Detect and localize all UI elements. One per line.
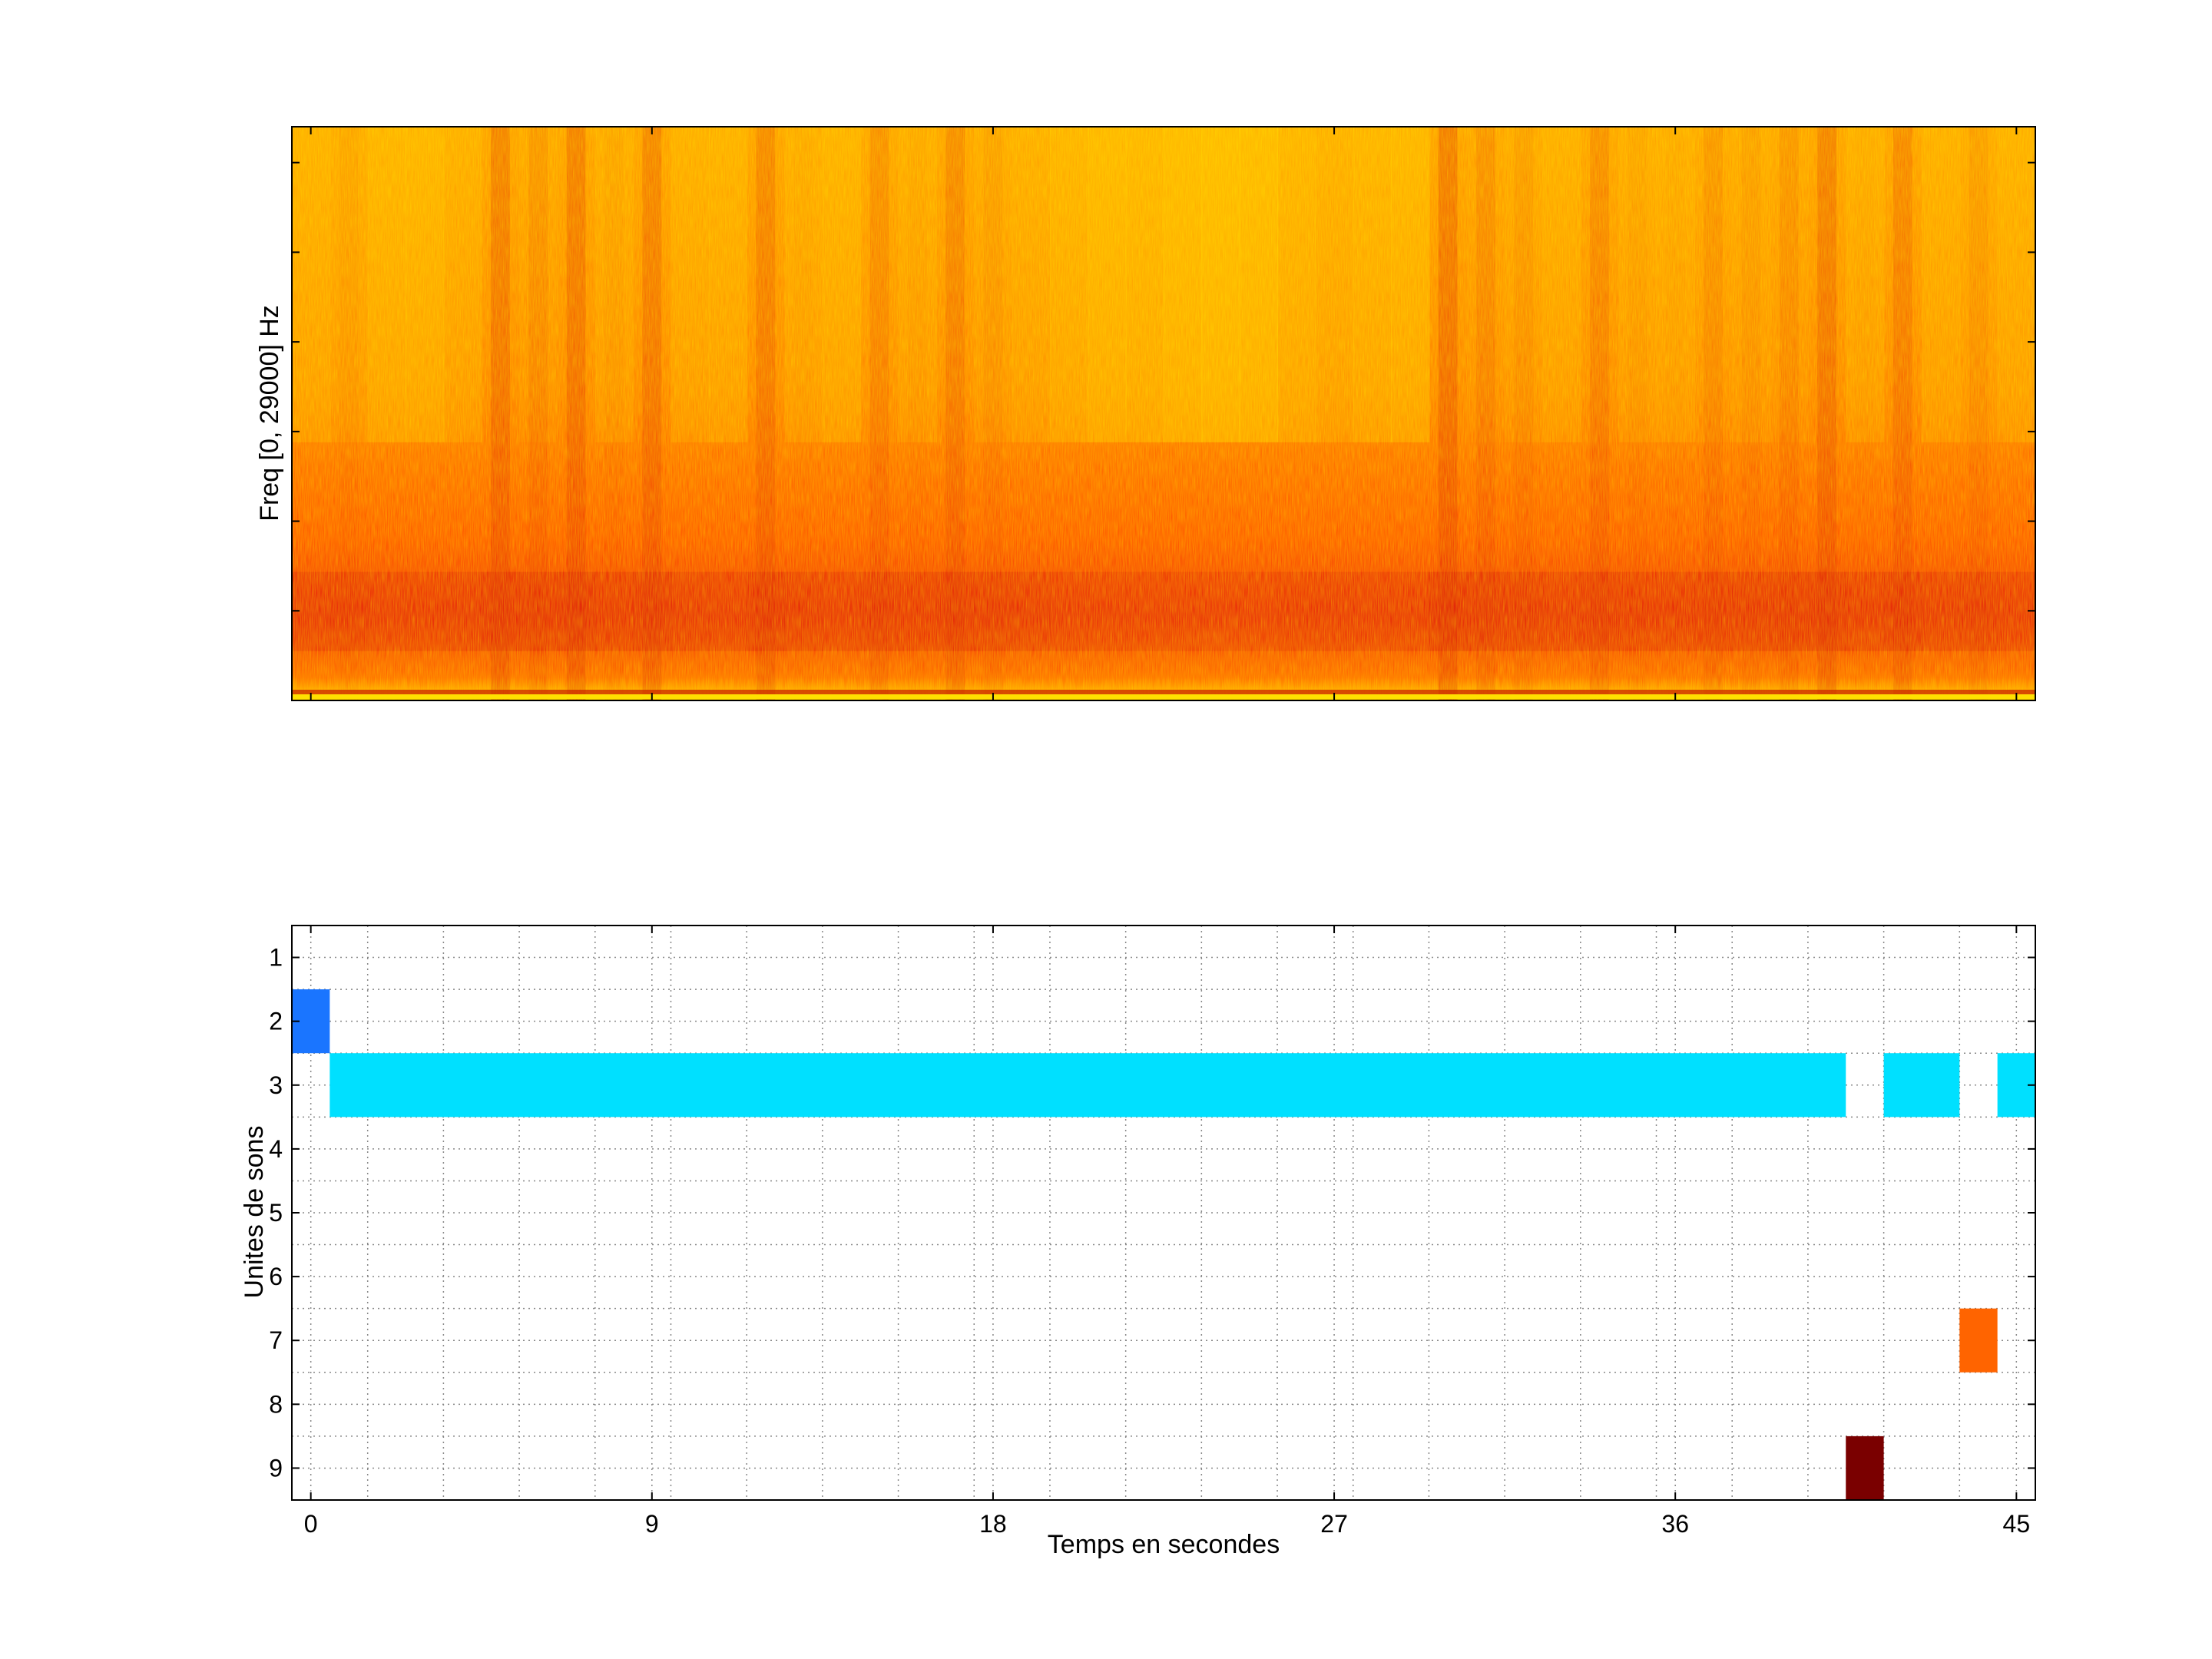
units-ytick-label: 4 — [269, 1135, 283, 1163]
units-xtick-label: 9 — [645, 1510, 659, 1538]
units-ytick-label: 9 — [269, 1454, 283, 1482]
units-cells — [292, 989, 2035, 1500]
units-ylabel: Unites de sons — [240, 1126, 269, 1299]
units-ytick-label: 7 — [269, 1326, 283, 1354]
units-ytick-label: 8 — [269, 1390, 283, 1418]
spectrogram-panel: Freq [0, 29000] Hz — [255, 126, 2036, 701]
units-xtick-label: 18 — [979, 1510, 1007, 1538]
unit-cell — [1846, 1435, 1884, 1500]
unit-cell — [1959, 1308, 1998, 1373]
units-xtick-label: 0 — [304, 1510, 318, 1538]
unit-cell — [1883, 1053, 1960, 1118]
spectrogram-ylabel: Freq [0, 29000] Hz — [255, 305, 284, 522]
units-xtick-label: 45 — [2003, 1510, 2031, 1538]
units-xtick-label: 27 — [1320, 1510, 1348, 1538]
units-ytick-label: 1 — [269, 944, 283, 972]
spectrogram-baseline-band — [292, 694, 2035, 699]
spectrogram-ticks — [292, 127, 2035, 701]
units-xlabel: Temps en secondes — [1048, 1530, 1280, 1559]
units-ytick-label: 3 — [269, 1071, 283, 1099]
units-ytick-label: 2 — [269, 1008, 283, 1035]
units-ytick-label: 6 — [269, 1263, 283, 1290]
spectrogram-bottom-band — [292, 690, 2035, 694]
units-ytick-label: 5 — [269, 1199, 283, 1227]
spectrogram-frame — [291, 126, 2036, 701]
unit-cell — [329, 1053, 1846, 1118]
spectrogram-grain — [292, 127, 2035, 700]
units-xtick-label: 36 — [1661, 1510, 1689, 1538]
